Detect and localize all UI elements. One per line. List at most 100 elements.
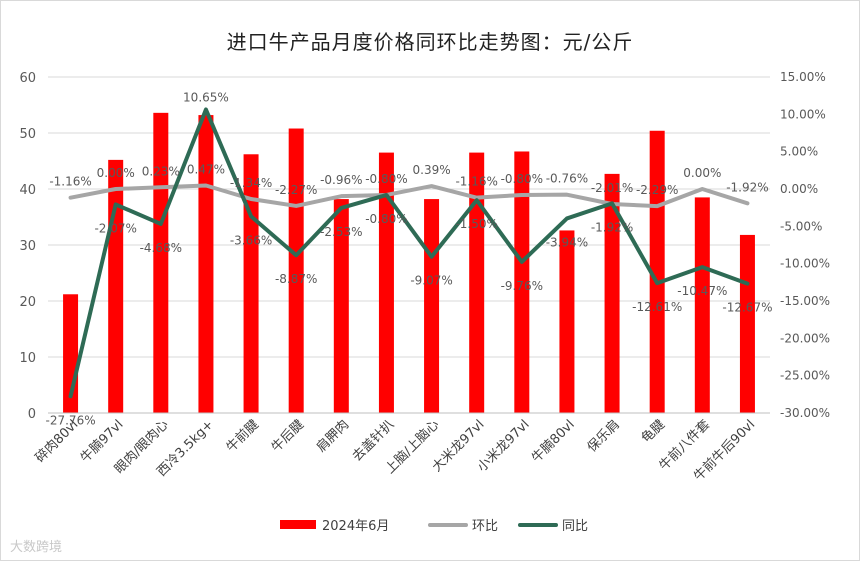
data-label: -1.92% — [591, 220, 633, 234]
data-label: -2.29% — [636, 183, 678, 197]
line-point — [430, 255, 434, 259]
line-point — [294, 204, 298, 208]
line-point — [700, 187, 704, 191]
line-point — [655, 281, 659, 285]
x-tick-label: 肩胛肉 — [313, 417, 352, 456]
line-mom — [68, 183, 750, 209]
line-yoy — [68, 107, 750, 399]
data-label: -3.94% — [546, 235, 588, 249]
line-point — [114, 187, 118, 191]
line-point — [700, 265, 704, 269]
line-point — [745, 282, 749, 286]
line-point — [69, 196, 73, 200]
bar — [424, 199, 440, 413]
data-label: -1.50% — [455, 217, 497, 231]
bar — [378, 152, 394, 413]
x-tick-label: 牛腩80vl — [529, 417, 578, 466]
data-label: -2.53% — [320, 225, 362, 239]
data-label: -0.76% — [546, 172, 588, 186]
y-right-tick-label: -25.00% — [780, 369, 830, 383]
y-right-tick-label: 10.00% — [780, 107, 826, 121]
line-point — [565, 216, 569, 220]
data-label: -0.80% — [501, 172, 543, 186]
x-tick-label: 龟腱 — [639, 417, 668, 446]
gridlines — [48, 76, 770, 414]
y-right-tick-label: -10.00% — [780, 257, 830, 271]
line-point — [520, 193, 524, 197]
data-label: -2.27% — [275, 183, 317, 197]
y-left-tick-label: 50 — [19, 127, 36, 142]
x-tick-label: 牛后腱 — [269, 417, 307, 455]
line-point — [430, 184, 434, 188]
line-point — [339, 206, 343, 210]
data-label: -1.16% — [455, 175, 497, 189]
data-label: -0.96% — [320, 173, 362, 187]
y-left-tick-label: 0 — [28, 407, 36, 422]
bar — [333, 199, 349, 413]
data-label: 10.65% — [183, 90, 229, 104]
data-label: 0.23% — [142, 164, 180, 178]
bar — [153, 112, 169, 413]
y-left-tick-label: 30 — [19, 239, 36, 254]
y-left-tick-label: 10 — [19, 351, 36, 366]
data-label: 0.39% — [413, 163, 451, 177]
data-label: -8.87% — [275, 272, 317, 286]
data-label: -1.34% — [230, 176, 272, 190]
data-label: -9.76% — [501, 279, 543, 293]
line-point — [159, 222, 163, 226]
line-point — [159, 185, 163, 189]
bar-series — [63, 112, 755, 414]
data-label: -4.68% — [140, 241, 182, 255]
bar — [649, 130, 665, 413]
data-label: -12.67% — [722, 301, 772, 315]
bar — [739, 234, 755, 413]
bar — [469, 152, 485, 413]
data-label: -0.80% — [365, 212, 407, 226]
bar — [198, 115, 214, 413]
legend-label: 同比 — [562, 519, 588, 534]
line-point — [204, 183, 208, 187]
line-point — [114, 202, 118, 206]
bar — [288, 128, 304, 413]
y-right-tick-label: 0.00% — [780, 182, 818, 196]
data-label: -0.80% — [365, 172, 407, 186]
line-point — [520, 260, 524, 264]
data-label: -12.61% — [632, 300, 682, 314]
legend: 2024年6月 环比 同比 — [280, 519, 588, 534]
bar — [694, 197, 710, 413]
data-label: -1.16% — [49, 175, 91, 189]
line-point — [655, 204, 659, 208]
data-label: -10.47% — [677, 284, 727, 298]
data-label: 0.00% — [97, 166, 135, 180]
line-series — [68, 107, 750, 399]
bar — [604, 173, 620, 413]
line-point — [610, 201, 614, 205]
line-point — [339, 194, 343, 198]
data-label: -3.66% — [230, 233, 272, 247]
line-point — [249, 214, 253, 218]
chart-title: 进口牛产品月度价格同环比走势图：元/公斤 — [226, 30, 634, 54]
data-label: -1.92% — [726, 180, 768, 194]
data-label: -2.01% — [591, 181, 633, 195]
line-point — [745, 201, 749, 205]
line-point — [249, 197, 253, 201]
y-right-tick-label: -30.00% — [780, 406, 830, 420]
bar — [514, 151, 530, 414]
y-left-tick-label: 20 — [19, 295, 36, 310]
bar — [243, 154, 259, 413]
legend-label: 2024年6月 — [322, 519, 389, 534]
y-right-tick-label: 5.00% — [780, 145, 818, 159]
legend-swatch-bar — [280, 520, 316, 529]
line-point — [294, 253, 298, 257]
x-tick-label: 牛前腱 — [223, 417, 262, 456]
y-left-tick-label: 40 — [19, 183, 36, 198]
data-label: -27.76% — [46, 413, 96, 427]
line-point — [204, 107, 208, 111]
line-point — [69, 394, 73, 398]
y-right-tick-label: -15.00% — [780, 294, 830, 308]
y-right-tick-label: -5.00% — [780, 219, 822, 233]
y-left-tick-label: 60 — [19, 71, 36, 86]
y-right-tick-label: 15.00% — [780, 70, 826, 84]
legend-label: 环比 — [472, 519, 498, 534]
